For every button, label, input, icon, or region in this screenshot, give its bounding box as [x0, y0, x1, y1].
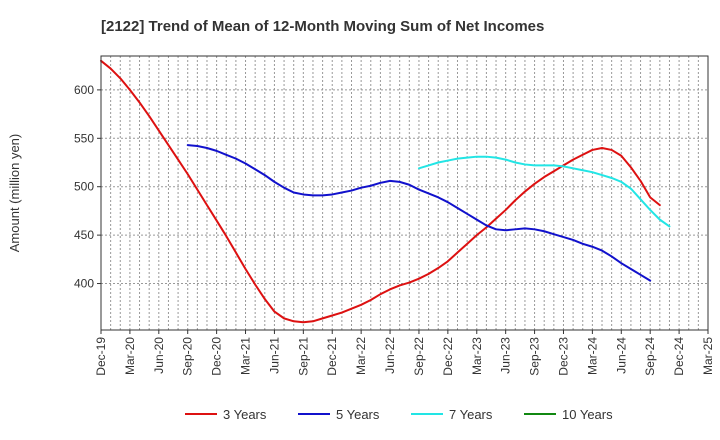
x-tick-label: Mar-24 [585, 337, 599, 375]
legend-label-5-years: 5 Years [336, 407, 380, 422]
x-tick-label: Jun-23 [499, 337, 513, 374]
x-tick-label: Sep-21 [296, 337, 310, 376]
series-line-5-years [186, 144, 652, 282]
x-tick-label: Sep-22 [412, 337, 426, 376]
x-tick-label: Dec-24 [672, 337, 686, 376]
series-lines [100, 59, 671, 324]
legend: 3 Years 5 Years 7 Years 10 Years [185, 407, 613, 422]
x-tick-label: Mar-21 [239, 337, 253, 375]
x-tick-label: Dec-21 [325, 337, 339, 376]
legend-label-3-years: 3 Years [223, 407, 267, 422]
series-line-7-years [417, 155, 671, 228]
y-tick-label: 600 [74, 83, 94, 97]
x-tick-label: Mar-23 [470, 337, 484, 375]
y-tick-label: 550 [74, 131, 94, 145]
y-axis-ticks: 400 450 500 550 600 [74, 83, 101, 291]
legend-label-7-years: 7 Years [449, 407, 493, 422]
x-tick-label: Sep-23 [528, 337, 542, 376]
x-tick-label: Dec-20 [210, 337, 224, 376]
x-tick-label: Jun-24 [614, 337, 628, 374]
y-tick-label: 500 [74, 180, 94, 194]
x-tick-label: Mar-20 [123, 337, 137, 375]
x-tick-label: Jun-21 [267, 337, 281, 374]
y-tick-label: 400 [74, 277, 94, 291]
x-tick-label: Jun-20 [152, 337, 166, 374]
x-tick-label: Sep-20 [181, 337, 195, 376]
x-tick-label: Jun-22 [383, 337, 397, 374]
legend-label-10-years: 10 Years [562, 407, 613, 422]
x-tick-label: Dec-22 [441, 337, 455, 376]
chart-title: [2122] Trend of Mean of 12-Month Moving … [101, 18, 544, 35]
y-tick-label: 450 [74, 228, 94, 242]
x-tick-label: Sep-24 [643, 337, 657, 376]
plot-area-frame [100, 55, 709, 331]
x-tick-label: Mar-25 [701, 337, 715, 375]
x-axis-ticks: Dec-19 Mar-20 Jun-20 Sep-20 Dec-20 Mar-21 Jun-… [94, 330, 715, 376]
x-tick-label: Dec-23 [556, 337, 570, 376]
y-axis-label: Amount (million yen) [7, 134, 22, 253]
x-tick-label: Mar-22 [354, 337, 368, 375]
grid [100, 56, 709, 330]
x-tick-label: Dec-19 [94, 337, 108, 376]
series-line-3-years [100, 59, 661, 324]
